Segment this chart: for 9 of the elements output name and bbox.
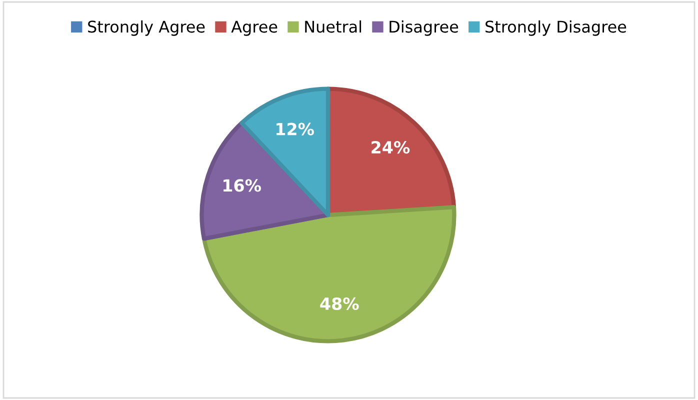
legend-label: Strongly Agree	[88, 20, 205, 36]
data-label: 24%	[372, 140, 410, 154]
data-label: 12%	[276, 122, 314, 136]
data-label: 48%	[320, 297, 359, 310]
legend-label: Disagree	[390, 20, 458, 36]
data-label: 16%	[224, 179, 261, 192]
legend-label: Nuetral	[305, 20, 362, 33]
legend-label: Agree	[231, 20, 278, 36]
legend-label: Strongly Disagree	[486, 20, 626, 36]
